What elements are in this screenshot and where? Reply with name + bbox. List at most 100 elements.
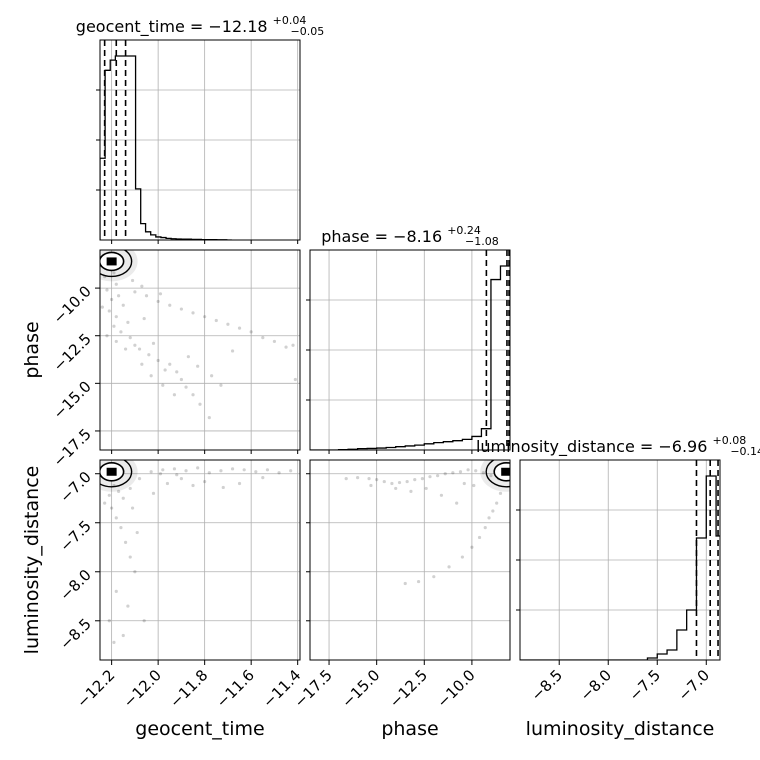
sample-point-20 bbox=[179, 377, 183, 382]
sample-point-12 bbox=[405, 479, 409, 484]
sample-point-42 bbox=[123, 347, 128, 351]
sample-point-16 bbox=[254, 470, 258, 474]
sample-point-7 bbox=[121, 303, 125, 307]
sample-point-14 bbox=[390, 481, 394, 486]
sample-point-28 bbox=[447, 565, 451, 569]
sample-point-50 bbox=[186, 355, 190, 359]
y-tick-label-phase-0: −17.5 bbox=[50, 425, 95, 470]
sample-point-27 bbox=[126, 604, 130, 608]
sample-point-40 bbox=[105, 334, 109, 338]
sample-point-30 bbox=[103, 501, 107, 505]
sample-point-12 bbox=[119, 330, 123, 334]
y-tick-label-phase-1: −15.0 bbox=[50, 377, 95, 422]
sample-point-44 bbox=[149, 374, 153, 378]
x-tick-label-geocent-time-1: −12.0 bbox=[120, 666, 165, 711]
sample-point-24 bbox=[128, 555, 132, 559]
histogram-step-geocent-time bbox=[100, 55, 232, 240]
x-tick-label-geocent-time-3: −11.6 bbox=[213, 666, 258, 711]
sample-point-20 bbox=[110, 506, 114, 510]
sample-point-16 bbox=[147, 353, 151, 357]
panel-1-0-frame bbox=[99, 249, 301, 451]
y-tick-label-luminosity-distance-3: −7.0 bbox=[56, 468, 94, 506]
sample-point-1 bbox=[489, 474, 493, 478]
sample-point-13 bbox=[128, 336, 132, 340]
panel-luminosity-distance-hist: luminosity_distance = −6.96 +0.08 −0.14 bbox=[476, 429, 760, 458]
y-tick-label-phase-3: −10.0 bbox=[50, 282, 95, 327]
sample-point-26 bbox=[114, 589, 118, 593]
sample-point-29 bbox=[142, 619, 146, 623]
chart-marks: −12.2 −12.0 −11.8 −11.6 −11.4−17.5 −15.0 −12.5… bbox=[50, 39, 721, 711]
sample-point-39 bbox=[369, 483, 373, 488]
sample-point-13 bbox=[219, 469, 223, 473]
sample-point-34 bbox=[424, 486, 428, 491]
sample-point-31 bbox=[403, 581, 407, 586]
sample-point-22 bbox=[191, 393, 195, 397]
sample-point-28 bbox=[107, 619, 111, 623]
sample-point-23 bbox=[487, 516, 491, 520]
y-axis-label-luminosity-distance: luminosity_distance bbox=[21, 466, 43, 655]
sample-point-56 bbox=[100, 305, 104, 309]
contour-outer bbox=[485, 460, 510, 488]
y-tick-label-luminosity-distance-0: −8.5 bbox=[56, 615, 94, 653]
sample-point-42 bbox=[112, 640, 116, 644]
sample-point-18 bbox=[356, 476, 360, 480]
panel-2-1-grid bbox=[310, 460, 510, 660]
sample-point-38 bbox=[237, 481, 242, 486]
panel-geocent-time-hist: geocent_time = −12.18 +0.04 −0.05 bbox=[76, 14, 324, 38]
sample-point-16 bbox=[375, 478, 379, 482]
sample-point-3 bbox=[114, 282, 118, 286]
sample-point-27 bbox=[460, 555, 464, 559]
contour-outer bbox=[100, 460, 133, 488]
sample-point-15 bbox=[242, 468, 246, 472]
panel-1-1-frame bbox=[309, 249, 511, 451]
sample-point-51 bbox=[196, 364, 200, 368]
luminosity-distance-title: luminosity_distance = −6.96 +0.08 −0.14 bbox=[476, 429, 760, 458]
sample-point-30 bbox=[416, 579, 421, 584]
x-tick-label-geocent-time-2: −11.8 bbox=[166, 666, 211, 711]
sample-point-8 bbox=[161, 468, 165, 472]
sample-point-39 bbox=[261, 476, 265, 480]
histogram-step-phase bbox=[310, 265, 510, 450]
sample-point-33 bbox=[165, 481, 170, 486]
sample-point-41 bbox=[121, 633, 125, 638]
sample-point-4 bbox=[466, 468, 470, 472]
sample-point-23 bbox=[123, 540, 128, 544]
x-tick-label-geocent-time-0: −12.2 bbox=[73, 666, 118, 711]
sample-point-32 bbox=[455, 501, 459, 505]
sample-point-37 bbox=[272, 339, 277, 344]
sample-point-36 bbox=[203, 479, 207, 484]
sample-point-10 bbox=[420, 477, 424, 481]
sample-point-11 bbox=[196, 466, 200, 470]
sample-point-32 bbox=[214, 318, 218, 323]
sample-point-17 bbox=[265, 468, 270, 472]
sample-point-34 bbox=[237, 326, 242, 330]
histogram-step-luminosity-distance bbox=[520, 475, 720, 660]
density-peak bbox=[106, 467, 117, 476]
sample-point-9 bbox=[428, 475, 432, 479]
sample-point-6 bbox=[451, 471, 455, 475]
sample-point-9 bbox=[114, 315, 118, 319]
panel-2-0-frame bbox=[99, 459, 301, 661]
sample-point-44 bbox=[175, 473, 179, 477]
sample-point-14 bbox=[230, 467, 235, 471]
sample-point-38 bbox=[394, 486, 398, 491]
sample-point-24 bbox=[483, 526, 487, 530]
sample-point-2 bbox=[481, 471, 485, 475]
sample-point-5 bbox=[128, 486, 132, 491]
y-tick-label-luminosity-distance-1: −8.0 bbox=[56, 566, 94, 604]
y-axis-label-phase: phase bbox=[21, 321, 43, 378]
sample-point-43 bbox=[158, 472, 163, 476]
sample-point-38 bbox=[284, 345, 288, 349]
panel-2-0-grid bbox=[100, 460, 300, 660]
density-peak bbox=[106, 257, 117, 266]
x-tick-label-luminosity-distance-2: −7.5 bbox=[626, 666, 664, 704]
sample-point-19 bbox=[175, 370, 179, 374]
panel-1-1-grid bbox=[306, 250, 510, 450]
sample-point-20 bbox=[498, 491, 503, 495]
sample-point-43 bbox=[140, 362, 144, 366]
x-tick-label-phase-3: −10.0 bbox=[434, 666, 479, 711]
sample-point-46 bbox=[172, 393, 177, 397]
sample-point-6 bbox=[110, 297, 114, 302]
sample-point-35 bbox=[249, 330, 253, 334]
